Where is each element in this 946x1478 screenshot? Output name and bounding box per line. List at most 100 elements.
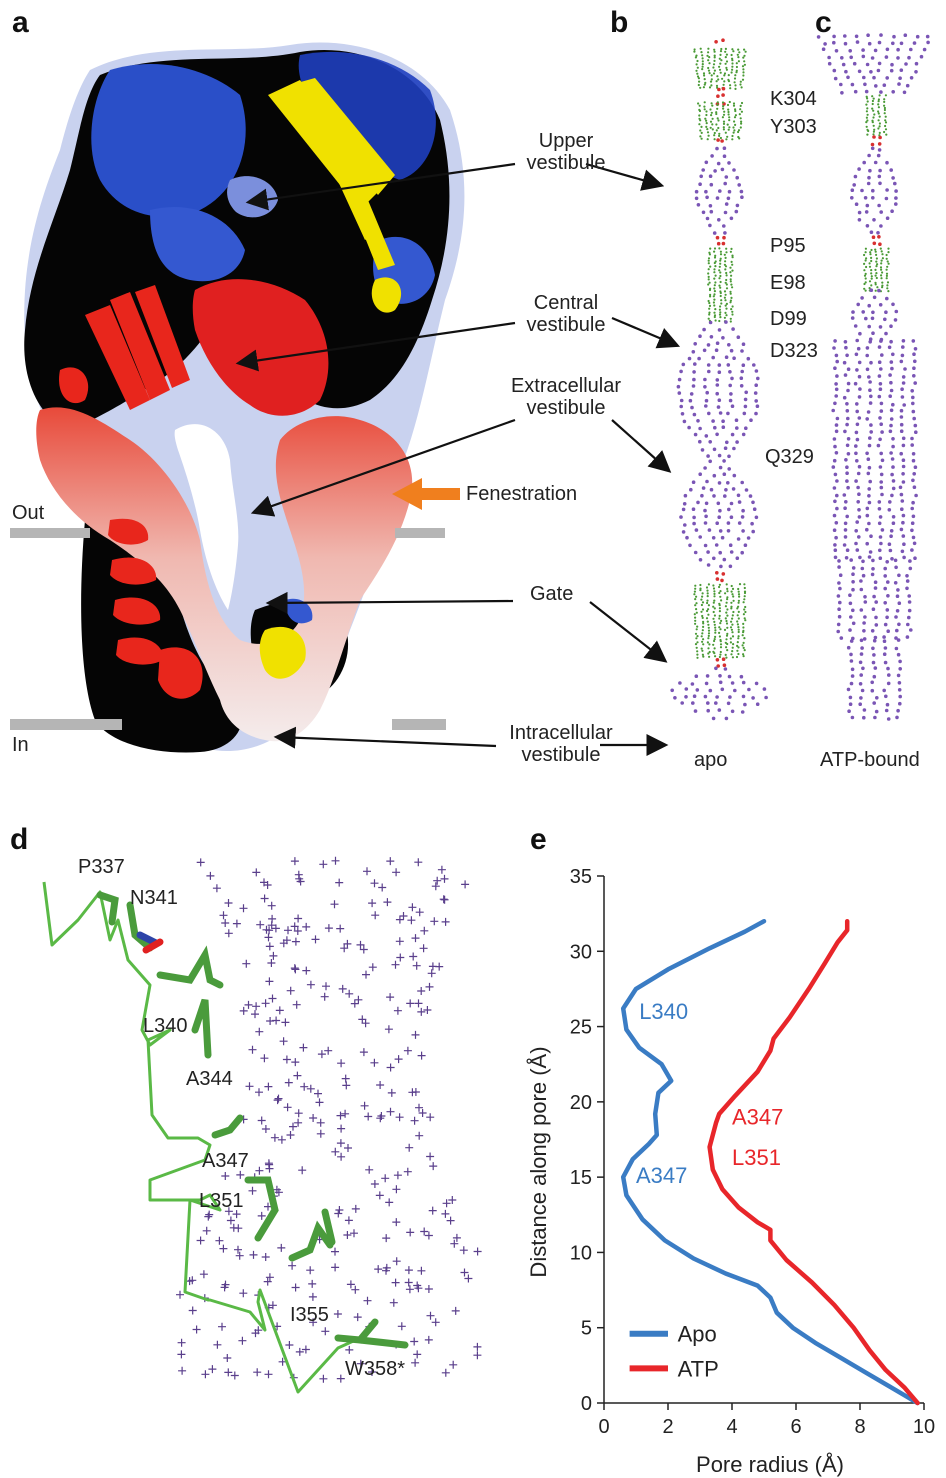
pore-dot [835,479,839,483]
pore-dot [891,465,895,469]
pore-dot [885,188,889,192]
pore-dot [922,47,927,52]
pore-dot [706,641,710,644]
pore-dot [736,620,739,623]
pore-dot [738,137,741,140]
pore-cross [344,1144,352,1152]
pore-dot [739,126,742,129]
pore-dot [707,278,710,281]
pore-dot [821,47,826,51]
pore-dot [695,688,700,692]
pore-dot [695,646,698,649]
central-negative-patch [192,279,329,416]
pore-dot [703,101,706,104]
pore-cross [253,1368,262,1377]
pore-dot [742,622,745,626]
pore-dot [715,84,719,87]
label-gate: Gate [530,583,574,605]
pore-cross [272,1016,281,1025]
pore-dot [848,695,853,700]
pore-dot [716,664,720,668]
pore-dot [720,302,723,305]
pore-dot [706,128,709,131]
pore-dot [754,681,759,686]
pore-dot [716,107,719,110]
pore-dot [871,310,875,315]
pore-dot [836,594,841,598]
pore-dot [883,112,886,115]
pore-dot [864,277,867,280]
pore-dot [744,50,747,53]
pore-dot [707,66,710,70]
pore-dot [901,339,906,343]
pore-dot [867,500,872,505]
pore-dot [863,269,866,272]
pore-dot [877,61,882,66]
pore-cross [176,1290,184,1299]
pore-dot [744,605,747,609]
pore-dot [725,634,729,637]
pore-dot [912,374,916,378]
pore-dot [689,487,693,492]
pore-dot [868,436,872,440]
red-tm-helix [108,518,203,699]
pore-dot [712,617,715,620]
pore-dot [865,203,870,208]
pore-dot [866,119,869,122]
pore-dot [735,556,740,560]
pore-cross [441,1209,450,1218]
pore-dot [880,259,883,262]
pore-cross [334,1209,343,1218]
pore-dot [849,639,854,643]
pore-dot [898,76,902,80]
pore-dot [740,349,744,353]
pore-dot [737,599,741,602]
pore-dot [754,399,758,403]
pore-dot [907,594,911,598]
pore-dot [726,196,731,201]
pore-cross [264,933,273,942]
pore-dot [719,271,722,274]
pore-dot [754,383,758,388]
pore-cross [196,858,205,867]
pore-dot [707,626,710,629]
pore-dot [713,54,716,57]
pore-dot [878,131,881,134]
pore-dot [693,550,698,555]
pore-dot [673,696,677,700]
pore-dot [698,472,702,477]
pore-dot [741,529,745,533]
pore-cross [343,1231,352,1239]
pore-dot [725,278,728,282]
pore-dot [715,577,720,581]
pore-dot [736,607,739,610]
pore-dot [724,175,729,179]
pore-dot [714,666,718,671]
pore-dot [877,394,882,399]
pore-dot [700,603,704,607]
pore-dot [901,458,906,463]
pore-dot [742,631,745,634]
pore-dot [911,514,916,519]
pore-dot [702,348,707,353]
pore-dot [851,608,855,613]
pore-cross [431,1318,440,1327]
pore-dot [877,345,882,349]
pore-dot [880,430,884,434]
pore-dot [701,68,704,71]
pore-dot [883,646,888,650]
pore-cross [382,1234,391,1243]
pore-cross [232,919,241,928]
pore-dot [714,254,717,257]
pore-dot [723,253,726,256]
pore-dot [912,366,916,371]
pore-dot [749,418,753,423]
pore-dot [743,637,746,640]
pore-dot [709,295,712,298]
pore-cross [359,1048,368,1057]
pore-dot [699,135,702,138]
pore-dot [708,307,711,310]
pore-dot [706,454,710,458]
pore-dot [751,500,755,505]
pore-dot [693,432,698,437]
